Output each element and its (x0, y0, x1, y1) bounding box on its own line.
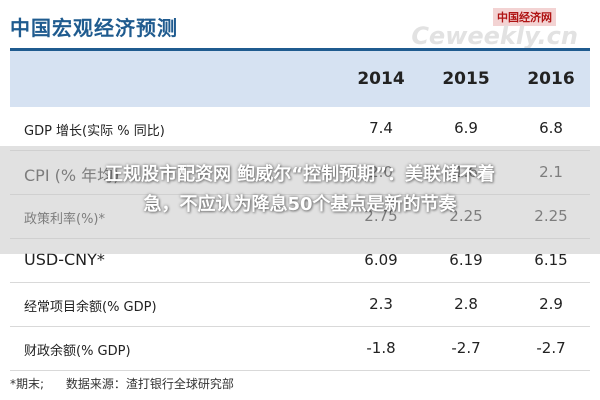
row-label: USD-CNY* (24, 250, 105, 269)
table-row-gdp: GDP 增长(实际 % 同比) 7.4 6.9 6.8 (10, 107, 590, 151)
year-header-1: 2014 (357, 69, 405, 89)
table-row-current-account: 经常项目余额(% GDP) 2.3 2.8 2.9 (10, 283, 590, 327)
row-value: 6.8 (539, 119, 563, 137)
page-title: 中国宏观经济预测 (10, 16, 178, 40)
row-value: 2.9 (539, 295, 563, 313)
row-value: -2.7 (451, 339, 481, 357)
row-label: 财政余额(% GDP) (24, 344, 131, 359)
headline-line-2: 急，不应认为降息50个基点是新的节奏 (143, 194, 457, 215)
year-header-2: 2015 (442, 69, 490, 89)
row-value: -1.8 (366, 339, 396, 357)
watermark-logo: 中国经济网 Ceweekly.cn (411, 8, 578, 52)
row-value: 7.4 (369, 119, 393, 137)
headline-text: 正规股市配资网 鲍威尔“控制预期”：美联储不着 急，不应认为降息50个基点是新的… (0, 160, 600, 220)
table-header: 2014 2015 2016 (10, 51, 590, 107)
table-row-usd-cny: USD-CNY* 6.09 6.19 6.15 (10, 239, 590, 283)
watermark-en: Ceweekly.cn (411, 22, 578, 50)
year-header-3: 2016 (527, 69, 575, 89)
row-label: 经常项目余额(% GDP) (24, 300, 157, 315)
row-value: 6.09 (364, 251, 398, 269)
row-value: 2.8 (454, 295, 478, 313)
watermark-cn: 中国经济网 (493, 8, 556, 26)
footnote-note: *期末; (10, 377, 45, 391)
row-value: -2.7 (536, 339, 566, 357)
row-value: 6.15 (534, 251, 568, 269)
row-label: GDP 增长(实际 % 同比) (24, 124, 165, 139)
row-value: 2.3 (369, 295, 393, 313)
footnote: *期末; 数据来源：渣打银行全球研究部 (10, 375, 252, 392)
headline-line-1: 正规股市配资网 鲍威尔“控制预期”：美联储不着 (105, 164, 495, 185)
table-row-fiscal-balance: 财政余额(% GDP) -1.8 -2.7 -2.7 (10, 327, 590, 371)
row-value: 6.9 (454, 119, 478, 137)
footnote-source: 数据来源：渣打银行全球研究部 (65, 377, 234, 391)
row-value: 6.19 (449, 251, 483, 269)
